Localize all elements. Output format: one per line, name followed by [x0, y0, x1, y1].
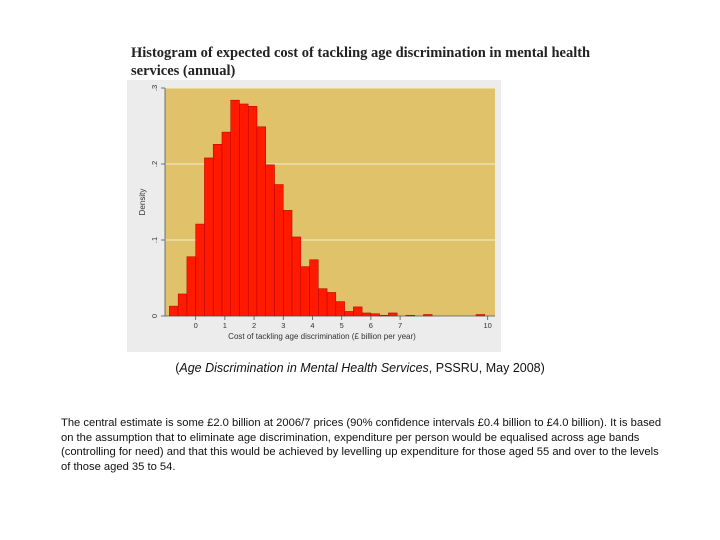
histogram-bar	[291, 236, 302, 317]
y-tick-label: 0	[150, 314, 159, 318]
caption-rest: , PSSRU, May 2008)	[428, 361, 545, 375]
source-caption: (Age Discrimination in Mental Health Ser…	[0, 361, 720, 375]
caption-open: (	[175, 361, 180, 375]
histogram-bar	[361, 312, 372, 317]
y-tick-label: .3	[150, 85, 159, 91]
y-axis-title: Density	[138, 189, 147, 216]
histogram-bar	[195, 223, 205, 317]
y-tick-label: .1	[150, 237, 159, 243]
histogram-bar	[283, 210, 293, 317]
histogram-bar	[169, 305, 179, 317]
histogram-bars	[169, 99, 486, 317]
x-tick-label: 6	[369, 321, 373, 330]
x-tick-label: 3	[281, 321, 285, 330]
chart-title-line2: services (annual)	[131, 63, 236, 79]
histogram-bar	[326, 292, 337, 317]
chart-title: Histogram of expected cost of tackling a…	[131, 44, 601, 80]
histogram-bar	[177, 293, 188, 317]
x-tick-label: 0	[194, 321, 198, 330]
histogram-bar	[230, 99, 240, 317]
histogram-bar	[265, 164, 275, 317]
x-tick-label: 5	[340, 321, 344, 330]
x-tick-label: 10	[484, 321, 492, 330]
x-tick-label: 4	[310, 321, 314, 330]
x-tick-label: 1	[223, 321, 227, 330]
histogram-bar	[186, 256, 196, 317]
histogram-bar	[353, 306, 363, 317]
y-tick-label: .2	[150, 161, 159, 167]
histogram-bar	[204, 157, 214, 317]
histogram-bar	[221, 131, 231, 317]
histogram-bar	[212, 143, 223, 317]
caption-source-title: Age Discrimination in Mental Health Serv…	[179, 361, 429, 375]
histogram-bar	[239, 103, 249, 317]
histogram-bar	[247, 105, 258, 317]
histogram-bar	[318, 288, 328, 317]
histogram-bar	[388, 312, 398, 317]
histogram-bar	[300, 266, 310, 317]
histogram-bar	[335, 301, 345, 317]
explanation-paragraph: The central estimate is some £2.0 billio…	[61, 417, 662, 473]
axes: 0 .1 .2 .3 0 1 2 3 4 5 6 7 10	[150, 85, 495, 330]
x-axis-title: Cost of tackling age discrimination (£ b…	[228, 332, 416, 341]
histogram-bar	[274, 184, 284, 317]
chart-title-line1: Histogram of expected cost of tackling a…	[131, 45, 591, 61]
x-tick-label: 2	[252, 321, 256, 330]
histogram-bar	[344, 311, 354, 317]
histogram-bar	[256, 126, 267, 317]
x-tick-label: 7	[398, 321, 402, 330]
histogram-bar	[309, 259, 319, 317]
histogram-chart: 0 .1 .2 .3 0 1 2 3 4 5 6 7 10 Cost of tackling age d…	[127, 80, 501, 352]
